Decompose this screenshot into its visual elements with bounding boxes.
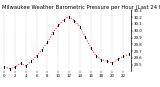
Text: Milwaukee Weather Barometric Pressure per Hour (Last 24 Hours): Milwaukee Weather Barometric Pressure pe… xyxy=(2,5,160,10)
